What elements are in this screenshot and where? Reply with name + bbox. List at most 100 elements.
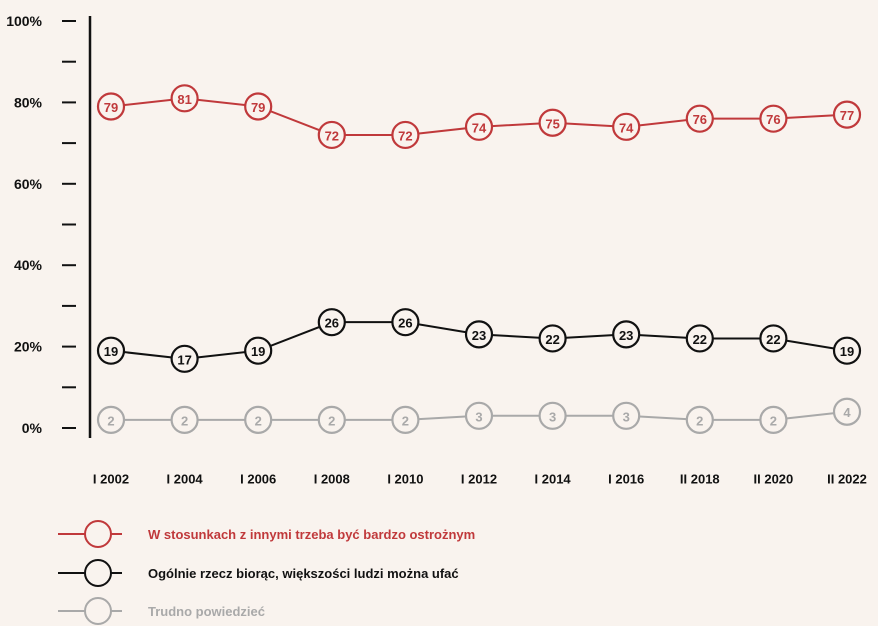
data-point — [538, 108, 567, 137]
data-label: 81 — [177, 92, 191, 107]
data-label: 72 — [398, 128, 412, 143]
x-tick-label: I 2002 — [93, 472, 129, 487]
data-point — [317, 308, 346, 337]
y-tick-label: 40% — [14, 257, 43, 273]
legend-marker-gray — [58, 597, 122, 625]
data-point — [538, 401, 567, 430]
data-point — [832, 397, 862, 426]
data-point — [170, 84, 199, 113]
data-label: 2 — [402, 413, 409, 428]
y-tick-label: 60% — [14, 176, 43, 192]
x-tick-label: II 2020 — [754, 472, 794, 487]
data-point — [391, 405, 420, 434]
legend: W stosunkach z innymi trzeba być bardzo … — [58, 516, 618, 625]
data-label: 17 — [177, 352, 191, 367]
data-label: 4 — [843, 405, 851, 420]
data-label: 3 — [475, 409, 482, 424]
data-point — [685, 405, 714, 434]
data-label: 19 — [251, 344, 265, 359]
data-label: 2 — [255, 413, 262, 428]
data-point — [96, 336, 126, 365]
data-point — [464, 112, 494, 141]
data-label: 2 — [696, 413, 703, 428]
data-label: 77 — [840, 108, 854, 123]
legend-label-hard-to-say: Trudno powiedzieć — [148, 603, 266, 619]
data-label: 23 — [619, 328, 633, 343]
data-point — [96, 92, 126, 121]
data-label: 79 — [251, 100, 265, 115]
data-point — [759, 324, 788, 353]
data-label: 26 — [325, 316, 339, 331]
y-tick-label: 80% — [14, 94, 43, 110]
data-label: 2 — [107, 413, 114, 428]
data-point — [317, 405, 346, 434]
data-point — [244, 405, 273, 434]
data-label: 74 — [619, 120, 634, 135]
legend-marker-black — [58, 559, 122, 587]
data-label: 76 — [693, 112, 707, 127]
data-point — [538, 324, 567, 353]
legend-item-hard-to-say: Trudno powiedzieć — [58, 596, 265, 626]
y-tick-label: 0% — [22, 420, 43, 436]
data-label: 3 — [623, 409, 630, 424]
data-point — [832, 336, 862, 365]
y-tick-label: 100% — [6, 13, 42, 29]
data-point — [317, 120, 346, 150]
series-2: 2 2 2 2 2 3 3 3 2 2 4 — [96, 397, 862, 434]
data-label: 2 — [181, 413, 188, 428]
x-tick-label: I 2016 — [608, 472, 644, 487]
legend-label-trust: Ogólnie rzecz biorąc, większości ludzi m… — [148, 565, 459, 581]
data-point — [612, 112, 641, 141]
data-label: 22 — [545, 332, 559, 347]
data-label: 74 — [472, 120, 487, 135]
series-1: 19 17 19 26 26 23 22 23 22 22 19 — [96, 308, 862, 373]
legend-item-distrust: W stosunkach z innymi trzeba być bardzo … — [58, 519, 475, 549]
x-tick-label: I 2014 — [535, 472, 572, 487]
data-label: 26 — [398, 316, 412, 331]
x-tick-label: I 2006 — [240, 472, 276, 487]
data-point — [391, 120, 420, 150]
data-label: 2 — [328, 413, 335, 428]
data-point — [170, 405, 199, 434]
data-label: 79 — [104, 100, 118, 115]
data-point — [391, 308, 420, 337]
data-point — [464, 401, 494, 430]
x-axis: I 2002 I 2004 I 2006 I 2008 I 2010 I 2012 I 20… — [93, 472, 867, 487]
data-label: 76 — [766, 112, 780, 127]
data-label: 19 — [840, 344, 854, 359]
data-point — [244, 336, 273, 365]
line-chart: 100%80%60%40%20%0% I 2002 I 2004 I 2006 I 2… — [6, 13, 867, 487]
x-tick-label: I 2008 — [314, 472, 350, 487]
data-point — [464, 320, 494, 349]
data-point — [832, 100, 862, 129]
data-label: 22 — [693, 332, 707, 347]
series-0: 79 81 79 72 72 74 75 74 76 76 77 — [96, 84, 862, 150]
x-tick-label: II 2022 — [827, 472, 867, 487]
data-point — [759, 405, 788, 434]
data-point — [96, 405, 126, 434]
data-point — [612, 401, 641, 430]
data-label: 22 — [766, 332, 780, 347]
data-point — [170, 344, 199, 373]
data-point — [685, 324, 714, 353]
x-tick-label: I 2012 — [461, 472, 497, 487]
x-tick-label: I 2010 — [387, 472, 423, 487]
data-label: 19 — [104, 344, 118, 359]
data-point — [244, 92, 273, 121]
legend-label-distrust: W stosunkach z innymi trzeba być bardzo … — [148, 526, 476, 542]
data-label: 2 — [770, 413, 777, 428]
x-tick-label: I 2004 — [167, 472, 204, 487]
data-label: 23 — [472, 328, 486, 343]
legend-item-trust: Ogólnie rzecz biorąc, większości ludzi m… — [58, 558, 459, 588]
data-point — [685, 104, 714, 133]
data-point — [759, 104, 788, 133]
data-label: 3 — [549, 409, 556, 424]
y-tick-label: 20% — [14, 339, 43, 355]
legend-marker-red — [58, 520, 122, 548]
data-point — [612, 320, 641, 349]
data-label: 75 — [545, 116, 559, 131]
data-label: 72 — [325, 128, 339, 143]
y-axis: 100% 80% 60% 40% 20% 0% — [6, 13, 92, 438]
x-tick-label: II 2018 — [680, 472, 720, 487]
